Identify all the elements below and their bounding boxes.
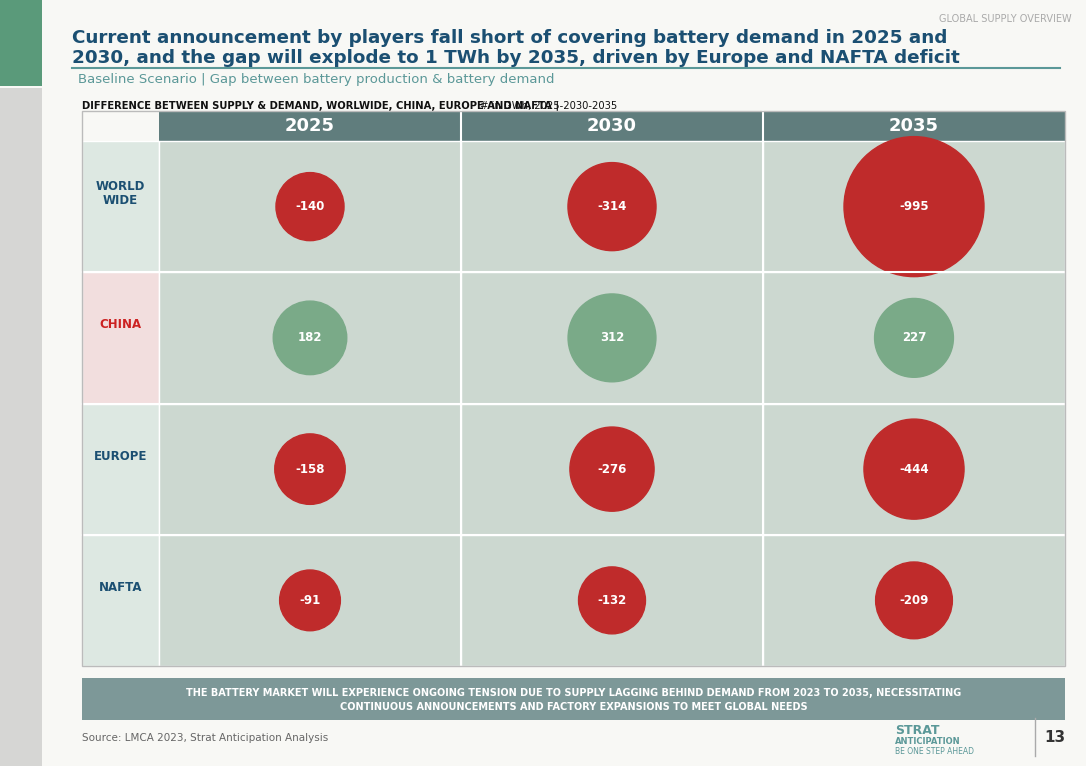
Text: 2030: 2030 <box>588 117 637 135</box>
Circle shape <box>579 567 645 633</box>
FancyBboxPatch shape <box>763 535 1065 666</box>
Circle shape <box>274 301 346 375</box>
Circle shape <box>279 570 340 630</box>
Circle shape <box>276 172 344 241</box>
Text: STRAT: STRAT <box>895 724 939 736</box>
FancyBboxPatch shape <box>763 141 1065 272</box>
Text: # in GWh, 2025-2030-2035: # in GWh, 2025-2030-2035 <box>477 101 617 111</box>
Text: 2035: 2035 <box>889 117 939 135</box>
Circle shape <box>864 419 964 519</box>
Circle shape <box>874 299 954 378</box>
Text: DIFFERENCE BETWEEN SUPPLY & DEMAND, WORLWIDE, CHINA, EUROPE AND NAFTA |: DIFFERENCE BETWEEN SUPPLY & DEMAND, WORL… <box>83 101 559 112</box>
Text: 13: 13 <box>1044 731 1065 745</box>
Text: 227: 227 <box>901 332 926 345</box>
FancyBboxPatch shape <box>159 404 460 535</box>
FancyBboxPatch shape <box>159 111 1065 141</box>
Text: EUROPE: EUROPE <box>93 450 148 463</box>
FancyBboxPatch shape <box>83 404 159 535</box>
Circle shape <box>875 562 952 639</box>
Text: WORLD
WIDE: WORLD WIDE <box>96 179 146 208</box>
Text: -132: -132 <box>597 594 627 607</box>
Text: ANTICIPATION: ANTICIPATION <box>895 738 961 747</box>
Text: -276: -276 <box>597 463 627 476</box>
Text: CHINA: CHINA <box>100 318 141 331</box>
Text: 2025: 2025 <box>285 117 334 135</box>
Text: 312: 312 <box>599 332 624 345</box>
FancyBboxPatch shape <box>83 272 159 404</box>
FancyBboxPatch shape <box>460 272 763 404</box>
Circle shape <box>568 162 656 250</box>
Text: BE ONE STEP AHEAD: BE ONE STEP AHEAD <box>895 748 974 757</box>
FancyBboxPatch shape <box>460 404 763 535</box>
Circle shape <box>275 434 345 504</box>
Text: Current announcement by players fall short of covering battery demand in 2025 an: Current announcement by players fall sho… <box>72 29 947 47</box>
FancyBboxPatch shape <box>159 141 460 272</box>
FancyBboxPatch shape <box>83 678 1065 720</box>
Text: 2030, and the gap will explode to 1 TWh by 2035, driven by Europe and NAFTA defi: 2030, and the gap will explode to 1 TWh … <box>72 49 960 67</box>
Circle shape <box>568 294 656 381</box>
Text: Baseline Scenario | Gap between battery production & battery demand: Baseline Scenario | Gap between battery … <box>78 73 555 86</box>
FancyBboxPatch shape <box>0 0 42 86</box>
Text: -209: -209 <box>899 594 929 607</box>
Text: CONTINUOUS ANNOUNCEMENTS AND FACTORY EXPANSIONS TO MEET GLOBAL NEEDS: CONTINUOUS ANNOUNCEMENTS AND FACTORY EXP… <box>340 702 807 712</box>
FancyBboxPatch shape <box>83 535 159 666</box>
Text: -91: -91 <box>300 594 320 607</box>
FancyBboxPatch shape <box>460 535 763 666</box>
Text: -158: -158 <box>295 463 325 476</box>
Circle shape <box>844 136 984 277</box>
FancyBboxPatch shape <box>0 88 42 766</box>
Circle shape <box>570 427 654 511</box>
FancyBboxPatch shape <box>763 404 1065 535</box>
FancyBboxPatch shape <box>460 141 763 272</box>
FancyBboxPatch shape <box>159 535 460 666</box>
Text: NAFTA: NAFTA <box>99 581 142 594</box>
Text: -314: -314 <box>597 200 627 213</box>
Text: 182: 182 <box>298 332 323 345</box>
FancyBboxPatch shape <box>83 141 159 272</box>
Text: GLOBAL SUPPLY OVERVIEW: GLOBAL SUPPLY OVERVIEW <box>939 14 1072 24</box>
Text: -444: -444 <box>899 463 929 476</box>
Text: THE BATTERY MARKET WILL EXPERIENCE ONGOING TENSION DUE TO SUPPLY LAGGING BEHIND : THE BATTERY MARKET WILL EXPERIENCE ONGOI… <box>186 688 961 698</box>
Text: -995: -995 <box>899 200 929 213</box>
Text: Source: LMCA 2023, Strat Anticipation Analysis: Source: LMCA 2023, Strat Anticipation An… <box>83 733 328 743</box>
FancyBboxPatch shape <box>763 272 1065 404</box>
Text: -140: -140 <box>295 200 325 213</box>
FancyBboxPatch shape <box>159 272 460 404</box>
